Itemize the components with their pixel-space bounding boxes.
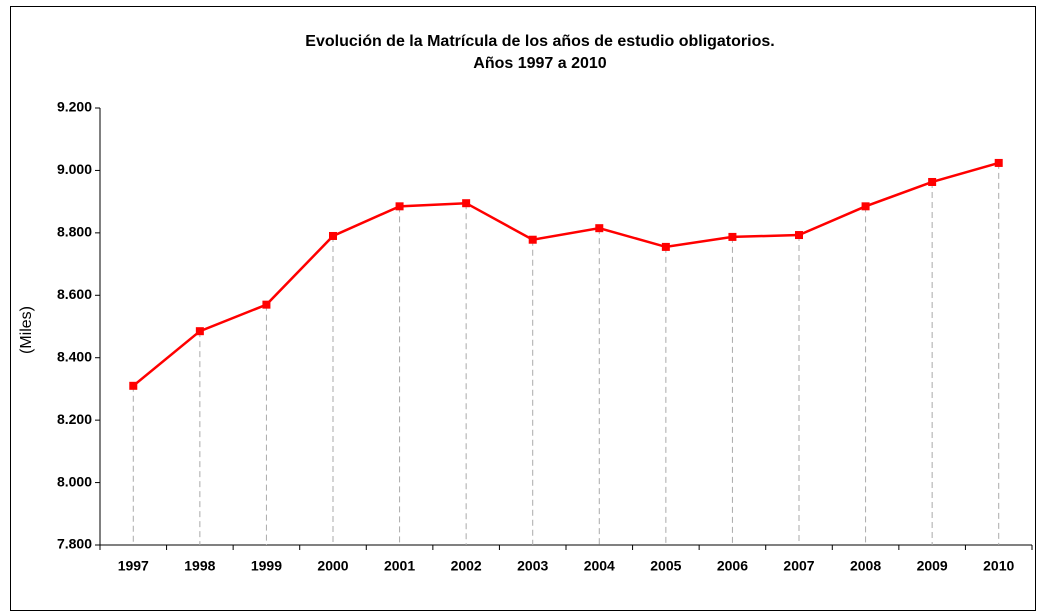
x-tick-label: 2000 <box>317 558 348 574</box>
data-point <box>395 202 404 211</box>
x-tick-label: 2006 <box>717 558 748 574</box>
y-tick-label: 8.200 <box>57 411 92 427</box>
chart-subtitle: Años 1997 a 2010 <box>473 55 607 72</box>
x-tick-label: 2002 <box>451 558 482 574</box>
x-tick-label: 2005 <box>650 558 681 574</box>
y-axis-label: (Miles) <box>18 306 35 354</box>
y-tick-label: 8.400 <box>57 348 92 364</box>
data-point <box>994 158 1003 167</box>
x-tick-label: 1999 <box>251 558 282 574</box>
y-tick-label: 7.800 <box>57 536 92 552</box>
data-line <box>132 161 1000 387</box>
data-point <box>728 232 737 241</box>
data-point <box>462 199 471 208</box>
y-tick-label: 8.800 <box>57 224 92 240</box>
chart-border <box>10 6 1036 611</box>
x-tick-label: 2004 <box>584 558 615 574</box>
data-point <box>661 242 670 251</box>
x-tick-label: 2010 <box>983 558 1014 574</box>
y-tick-label: 8.000 <box>57 473 92 489</box>
data-point <box>129 381 138 390</box>
data-point <box>595 224 604 233</box>
x-tick-label: 2009 <box>917 558 948 574</box>
y-tick-label: 9.200 <box>57 99 92 115</box>
x-tick-label: 1998 <box>184 558 215 574</box>
data-point <box>262 300 271 309</box>
data-point <box>528 235 537 244</box>
x-tick-label: 2007 <box>783 558 814 574</box>
data-point <box>329 231 337 240</box>
y-tick-label: 9.000 <box>57 161 92 177</box>
x-tick-label: 2001 <box>384 558 415 574</box>
data-point <box>195 327 204 336</box>
x-tick-label: 2003 <box>517 558 548 574</box>
data-point <box>795 231 803 240</box>
y-tick-label: 8.600 <box>57 286 92 302</box>
data-point <box>861 202 870 211</box>
x-tick-label: 2008 <box>850 558 881 574</box>
data-point <box>928 177 937 186</box>
x-tick-label: 1997 <box>118 558 149 574</box>
chart-title: Evolución de la Matrícula de los años de… <box>305 33 774 50</box>
